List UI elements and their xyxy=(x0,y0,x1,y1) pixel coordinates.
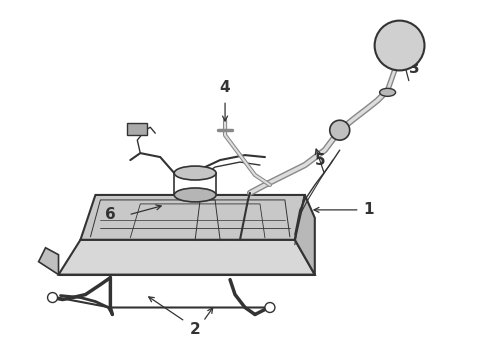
Circle shape xyxy=(330,120,350,140)
Ellipse shape xyxy=(380,88,395,96)
Polygon shape xyxy=(58,240,315,275)
Circle shape xyxy=(265,302,275,312)
Text: 5: 5 xyxy=(315,153,325,167)
Text: 3: 3 xyxy=(409,61,420,76)
Text: 4: 4 xyxy=(220,80,230,95)
Ellipse shape xyxy=(174,188,216,202)
Circle shape xyxy=(375,21,424,71)
Polygon shape xyxy=(80,195,305,240)
Text: 1: 1 xyxy=(364,202,374,217)
Ellipse shape xyxy=(174,166,216,180)
Circle shape xyxy=(48,293,57,302)
FancyBboxPatch shape xyxy=(127,123,147,135)
Polygon shape xyxy=(295,195,315,275)
Text: 6: 6 xyxy=(105,207,116,222)
Text: 2: 2 xyxy=(190,322,200,337)
Polygon shape xyxy=(39,248,58,275)
